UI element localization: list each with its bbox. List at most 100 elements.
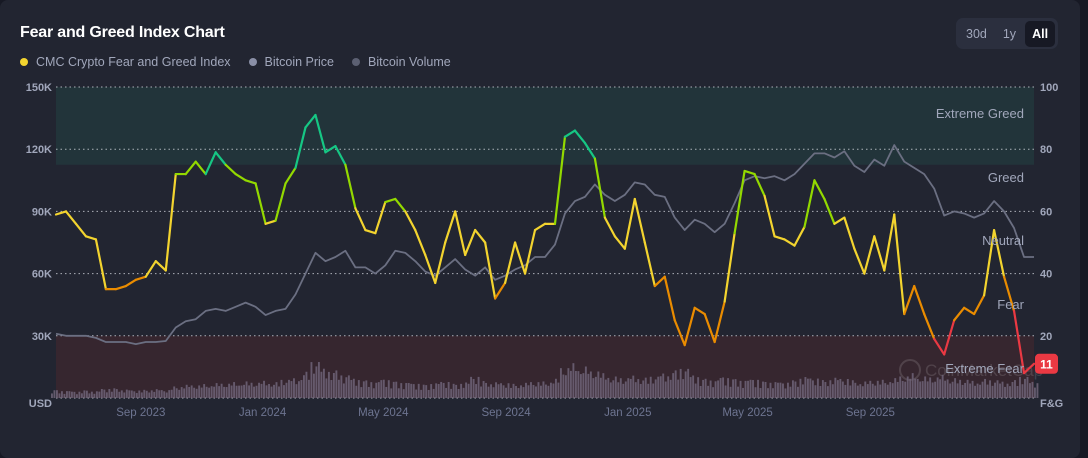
- fear-greed-segment: [294, 126, 307, 169]
- volume-bar: [849, 385, 852, 398]
- legend-item-bitcoin-volume[interactable]: Bitcoin Volume: [352, 55, 451, 69]
- volume-bar: [78, 391, 81, 398]
- volume-bar: [442, 382, 445, 398]
- fear-greed-segment: [703, 312, 716, 344]
- fear-greed-segment: [673, 319, 686, 347]
- volume-bar: [95, 391, 98, 398]
- volume-bar: [213, 386, 216, 398]
- volume-bar: [223, 386, 226, 398]
- volume-bar: [996, 380, 999, 398]
- volume-bar: [530, 382, 532, 398]
- fear-greed-segment: [863, 235, 876, 275]
- range-30d-button[interactable]: 30d: [966, 26, 987, 41]
- volume-bar: [402, 389, 405, 398]
- volume-bar: [821, 380, 824, 398]
- fear-greed-segment: [553, 135, 567, 225]
- volume-bar: [422, 384, 425, 398]
- volume-bar: [709, 380, 712, 398]
- current-value-badge: [1035, 353, 1058, 374]
- volume-bar: [727, 378, 730, 398]
- fear-greed-segment: [244, 179, 257, 185]
- volume-bar: [535, 386, 537, 398]
- volume-bar: [100, 388, 103, 398]
- legend-label: CMC Crypto Fear and Greed Index: [36, 55, 231, 69]
- volume-bar: [916, 378, 919, 398]
- volume-bar: [352, 378, 355, 398]
- x-axis-tick: May 2025: [722, 407, 773, 419]
- current-value-text: 11: [1040, 357, 1053, 371]
- fear-greed-segment: [414, 228, 427, 257]
- volume-bar: [936, 377, 939, 398]
- volume-bar: [298, 381, 300, 398]
- volume-bar: [684, 371, 687, 398]
- volume-bar: [173, 386, 176, 398]
- volume-bar: [485, 382, 488, 398]
- volume-bar: [380, 380, 383, 398]
- volume-bar: [567, 368, 570, 398]
- volume-bar: [115, 389, 118, 398]
- volume-bar: [268, 383, 270, 398]
- x-axis-tick: May 2024: [358, 407, 409, 419]
- volume-bar: [430, 384, 433, 398]
- volume-bar: [203, 384, 206, 398]
- right-axis-tick: 20: [1040, 331, 1052, 343]
- volume-bar: [901, 380, 904, 398]
- volume-bar: [582, 373, 585, 398]
- volume-bar: [158, 390, 161, 398]
- volume-bar: [861, 386, 864, 398]
- volume-bar: [869, 380, 872, 398]
- fear-greed-segment: [384, 197, 397, 204]
- volume-bar: [559, 368, 562, 398]
- volume-bar: [969, 383, 972, 398]
- volume-bar: [407, 383, 410, 398]
- volume-bar: [140, 392, 143, 398]
- legend-item-fear-greed[interactable]: CMC Crypto Fear and Greed Index: [20, 55, 231, 69]
- fear-greed-segment: [1012, 309, 1026, 375]
- volume-bar: [831, 384, 834, 398]
- volume-bar: [787, 382, 789, 398]
- range-all-button[interactable]: All: [1025, 20, 1056, 47]
- volume-bar: [113, 388, 116, 398]
- volume-bar: [889, 382, 892, 398]
- volume-bar: [816, 378, 819, 398]
- volume-bar: [263, 380, 265, 398]
- volume-bar: [445, 387, 448, 398]
- fear-greed-segment: [74, 222, 88, 238]
- volume-bar: [110, 391, 113, 398]
- volume-bar: [490, 384, 493, 398]
- volume-bar: [452, 383, 455, 398]
- volume-bar: [195, 388, 198, 398]
- fear-greed-segment: [613, 235, 626, 250]
- volume-bar: [450, 388, 453, 398]
- volume-bar: [569, 370, 572, 398]
- volume-bar: [522, 387, 525, 398]
- volume-bar: [924, 376, 927, 398]
- fear-greed-segment: [234, 172, 247, 182]
- fear-greed-segment: [364, 228, 377, 235]
- volume-bar: [859, 384, 862, 398]
- volume-bar: [125, 389, 128, 398]
- volume-bar: [584, 366, 587, 398]
- volume-bar: [826, 386, 829, 398]
- volume-bar: [90, 391, 93, 398]
- volume-bar: [1034, 387, 1036, 398]
- volume-bar: [205, 386, 208, 398]
- volume-bar: [53, 390, 56, 398]
- fear-greed-segment: [134, 275, 147, 281]
- volume-bar: [564, 375, 567, 398]
- range-1y-button[interactable]: 1y: [1002, 26, 1017, 41]
- chart-title: Fear and Greed Index Chart: [20, 24, 225, 41]
- volume-bar: [747, 380, 749, 398]
- volume-bar: [270, 386, 273, 398]
- volume-bar: [475, 384, 478, 398]
- volume-bar: [1011, 381, 1014, 398]
- volume-bar: [951, 381, 954, 398]
- fear-greed-segment: [603, 216, 616, 238]
- volume-bar: [515, 385, 517, 398]
- volume-bar: [914, 378, 917, 398]
- volume-bar: [876, 380, 879, 398]
- volume-bar: [240, 385, 243, 398]
- legend-item-bitcoin-price[interactable]: Bitcoin Price: [248, 55, 334, 69]
- fear-greed-segment: [653, 275, 666, 288]
